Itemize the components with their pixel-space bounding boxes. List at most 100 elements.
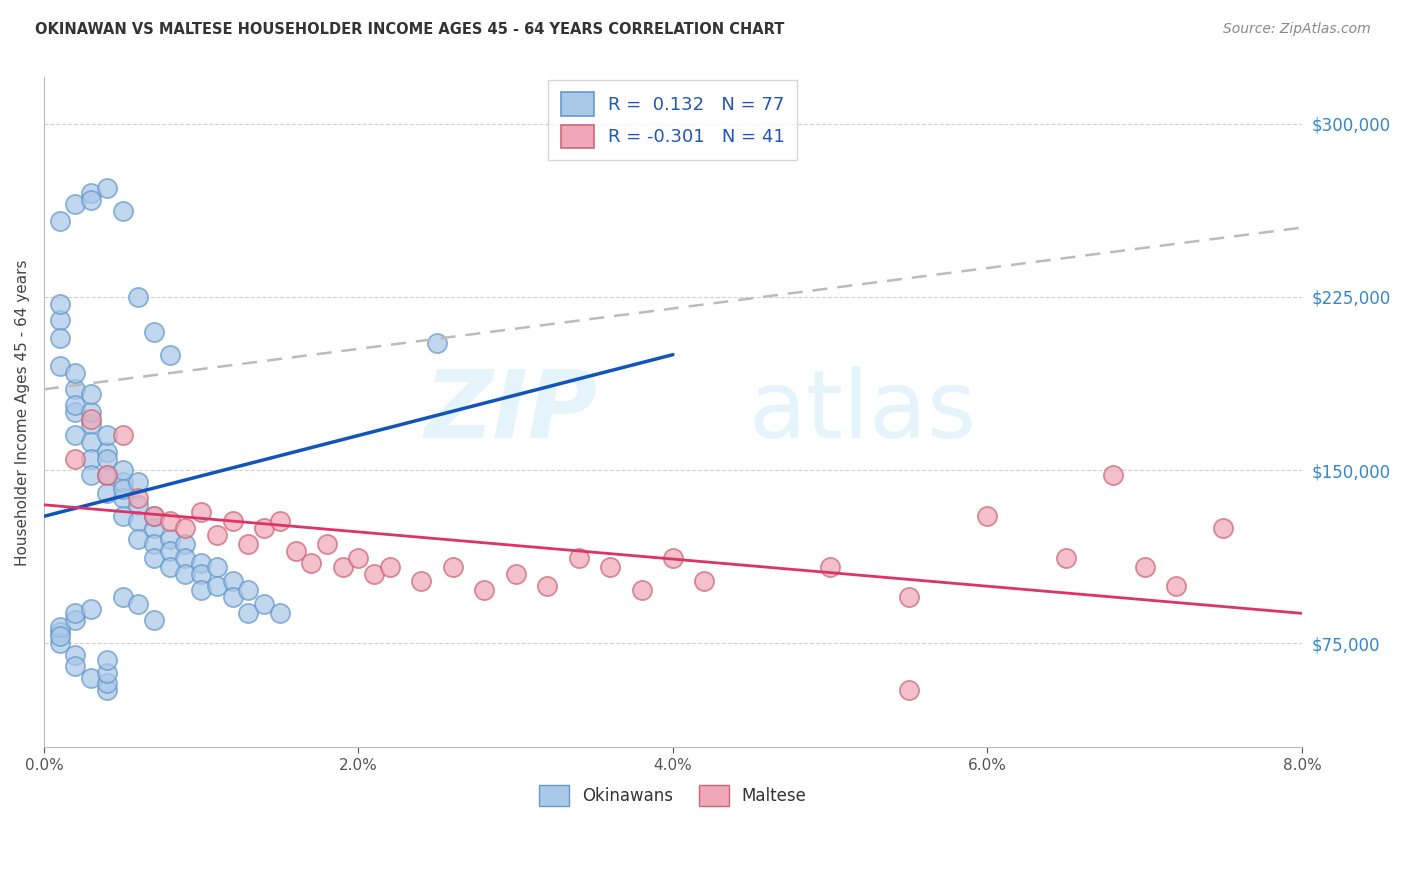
Point (96, 444, 118, 458)
Point (332, 560, 354, 574)
Point (80, 435, 103, 450)
Y-axis label: Householder Income Ages 45 - 64 years: Householder Income Ages 45 - 64 years (15, 260, 30, 566)
Point (221, 590, 243, 604)
Point (48, 624, 70, 639)
Point (1212, 521, 1234, 535)
Point (127, 498, 149, 512)
Point (945, 752, 967, 766)
Point (693, 574, 716, 588)
Point (897, 590, 920, 604)
Point (253, 521, 276, 535)
Point (111, 482, 134, 496)
Point (363, 567, 385, 582)
Point (65, 197, 87, 211)
Point (174, 521, 197, 535)
Point (127, 475, 149, 489)
Point (111, 428, 134, 442)
Point (568, 550, 591, 565)
Point (65, 648, 87, 662)
Point (48, 331, 70, 345)
Point (143, 325, 166, 339)
Point (238, 537, 260, 551)
Point (48, 636, 70, 650)
Point (48, 313, 70, 327)
Point (441, 560, 464, 574)
Point (238, 607, 260, 621)
Point (80, 467, 103, 482)
Point (127, 491, 149, 505)
Point (159, 533, 181, 547)
Point (190, 505, 212, 519)
Point (269, 607, 291, 621)
Point (65, 428, 87, 442)
Legend: Okinawans, Maltese: Okinawans, Maltese (533, 778, 814, 813)
Point (316, 537, 339, 551)
Point (80, 671, 103, 685)
Point (80, 417, 103, 431)
Point (65, 382, 87, 396)
Point (238, 583, 260, 598)
Point (96, 666, 118, 681)
Point (143, 509, 166, 524)
Point (897, 682, 920, 697)
Point (1166, 579, 1188, 593)
Point (96, 675, 118, 690)
Point (1102, 467, 1125, 482)
Point (221, 574, 243, 588)
Point (299, 556, 322, 570)
Point (143, 521, 166, 535)
Point (143, 613, 166, 627)
Point (143, 537, 166, 551)
Point (426, 336, 449, 351)
Point (505, 567, 527, 582)
Point (1133, 560, 1156, 574)
Point (111, 590, 134, 604)
Text: atlas: atlas (748, 367, 977, 458)
Point (48, 630, 70, 644)
Point (127, 533, 149, 547)
Point (378, 560, 401, 574)
Point (127, 290, 149, 304)
Point (111, 463, 134, 477)
Point (284, 544, 307, 558)
Point (65, 405, 87, 419)
Point (190, 567, 212, 582)
Point (80, 405, 103, 419)
Point (111, 204, 134, 219)
Point (818, 560, 841, 574)
Point (1054, 550, 1077, 565)
Point (80, 193, 103, 207)
Point (80, 451, 103, 466)
Point (174, 550, 197, 565)
Point (536, 579, 558, 593)
Point (159, 348, 181, 362)
Point (143, 550, 166, 565)
Point (96, 428, 118, 442)
Point (111, 491, 134, 505)
Point (80, 601, 103, 615)
Point (65, 613, 87, 627)
Point (48, 359, 70, 374)
Point (80, 412, 103, 426)
Point (662, 550, 685, 565)
Point (65, 399, 87, 413)
Text: ZIP: ZIP (425, 367, 598, 458)
Point (174, 567, 197, 582)
Point (65, 659, 87, 673)
Point (96, 451, 118, 466)
Point (205, 528, 228, 542)
Point (111, 475, 134, 489)
Point (159, 514, 181, 528)
Point (269, 514, 291, 528)
Point (65, 451, 87, 466)
Point (253, 597, 276, 611)
Point (65, 366, 87, 380)
Text: Source: ZipAtlas.com: Source: ZipAtlas.com (1223, 22, 1371, 37)
Point (205, 560, 228, 574)
Point (205, 579, 228, 593)
Point (472, 583, 495, 598)
Point (221, 514, 243, 528)
Text: OKINAWAN VS MALTESE HOUSEHOLDER INCOME AGES 45 - 64 YEARS CORRELATION CHART: OKINAWAN VS MALTESE HOUSEHOLDER INCOME A… (35, 22, 785, 37)
Point (48, 213, 70, 227)
Point (80, 387, 103, 401)
